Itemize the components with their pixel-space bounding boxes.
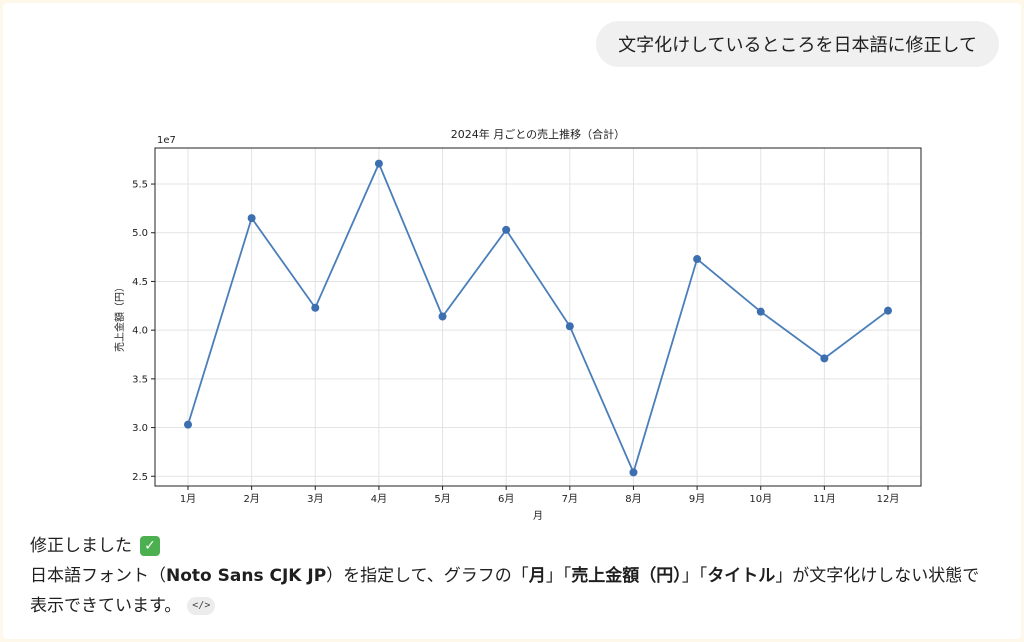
- x-tick-label: 7月: [562, 493, 578, 505]
- reply-text: 」「: [681, 566, 708, 586]
- y-offset-label: 1e7: [157, 135, 176, 146]
- reply-font-name: Noto Sans CJK JP: [166, 566, 327, 586]
- data-point: [820, 354, 829, 363]
- x-tick-label: 1月: [180, 493, 196, 505]
- y-tick-label: 3.5: [132, 374, 148, 385]
- data-point: [374, 159, 383, 168]
- reply-text: 表示できています。: [30, 596, 182, 616]
- reply-label-month: 月: [528, 566, 546, 586]
- plot-frame: [154, 147, 922, 487]
- x-tick-label: 4月: [371, 493, 387, 505]
- data-point: [184, 420, 192, 429]
- code-icon[interactable]: </>: [187, 597, 216, 615]
- chat-window: 文字化けしているところを日本語に修正して 2.5 3.0 3.5 4.0 4.5 5.0 5…: [3, 3, 1021, 639]
- series-markers: [184, 159, 892, 477]
- x-tick-label: 8月: [625, 493, 641, 505]
- reply-label-sales: 売上金額（円）: [571, 566, 682, 586]
- chart-grid: [155, 148, 921, 486]
- x-axis-label: 月: [533, 510, 543, 522]
- x-tick-label: 11月: [813, 493, 836, 505]
- chart-title: 2024年 月ごとの売上推移（合計）: [451, 127, 625, 141]
- user-message-bubble: 文字化けしているところを日本語に修正して: [596, 21, 999, 67]
- x-tick-label: 5月: [434, 493, 450, 505]
- assistant-reply: 修正しました ✓ 日本語フォント（Noto Sans CJK JP）を指定して、…: [30, 531, 1010, 621]
- reply-label-title: タイトル: [707, 566, 776, 586]
- y-tick-label: 5.5: [132, 180, 148, 191]
- data-point: [438, 312, 447, 321]
- data-point: [565, 322, 574, 331]
- white-check-mark-icon: ✓: [140, 536, 160, 556]
- reply-heading: 修正しました: [30, 536, 132, 556]
- data-point: [884, 306, 892, 315]
- data-point: [756, 307, 765, 316]
- reply-body-line: 日本語フォント（Noto Sans CJK JP）を指定して、グラフの「月」「売…: [30, 561, 1010, 591]
- y-axis-label: 売上金額（円）: [113, 282, 126, 352]
- reply-text: 」「: [545, 566, 572, 586]
- x-tick-label: 2月: [243, 493, 259, 505]
- data-point: [311, 303, 320, 312]
- x-tick-label: 6月: [498, 493, 514, 505]
- chart-image[interactable]: 2.5 3.0 3.5 4.0 4.5 5.0 5.5 1月 2月 3月 4月 5月 6月 7月 8月 9月…: [105, 121, 929, 531]
- y-tick-label: 3.0: [132, 423, 148, 434]
- data-point: [693, 255, 702, 264]
- y-tick-label: 4.5: [132, 277, 148, 288]
- reply-text: 日本語フォント（: [30, 566, 166, 586]
- data-point: [629, 468, 638, 477]
- reply-body-line: 表示できています。 </>: [30, 591, 1010, 621]
- y-tick-label: 2.5: [132, 472, 148, 483]
- line-chart: 2.5 3.0 3.5 4.0 4.5 5.0 5.5 1月 2月 3月 4月 5月 6月 7月 8月 9月…: [105, 121, 929, 531]
- y-tick-label: 5.0: [132, 228, 148, 239]
- data-point: [247, 214, 256, 223]
- series-line: [187, 161, 889, 475]
- x-tick-label: 12月: [877, 493, 900, 505]
- x-axis-ticks: 1月 2月 3月 4月 5月 6月 7月 8月 9月 10月 11月 12月: [180, 486, 900, 505]
- reply-text: 」が文字化けしない状態で: [775, 566, 980, 586]
- x-tick-label: 9月: [689, 493, 705, 505]
- x-tick-label: 3月: [307, 493, 323, 505]
- user-message-text: 文字化けしているところを日本語に修正して: [618, 35, 977, 56]
- x-tick-label: 10月: [749, 493, 772, 505]
- y-tick-label: 4.0: [132, 326, 148, 337]
- data-point: [502, 225, 511, 234]
- y-axis-ticks: 2.5 3.0 3.5 4.0 4.5 5.0 5.5: [132, 180, 155, 483]
- reply-text: ）を指定して、グラフの「: [326, 566, 529, 586]
